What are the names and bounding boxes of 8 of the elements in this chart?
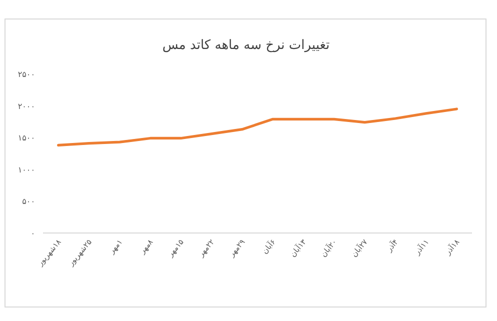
y-tick-label: ۱۵۰۰ xyxy=(18,134,35,143)
y-tick-label: ۱۰۰۰ xyxy=(18,165,35,174)
chart-title: تغییرات نرخ سه ماهه کاتد مس xyxy=(162,38,330,53)
y-tick-label: ۲۵۰۰ xyxy=(18,70,35,79)
y-tick-label: ۵۰۰ xyxy=(22,197,35,206)
y-tick-label: ۰ xyxy=(30,229,35,238)
y-tick-label: ۲۰۰۰ xyxy=(18,102,35,111)
line-series xyxy=(57,108,458,147)
